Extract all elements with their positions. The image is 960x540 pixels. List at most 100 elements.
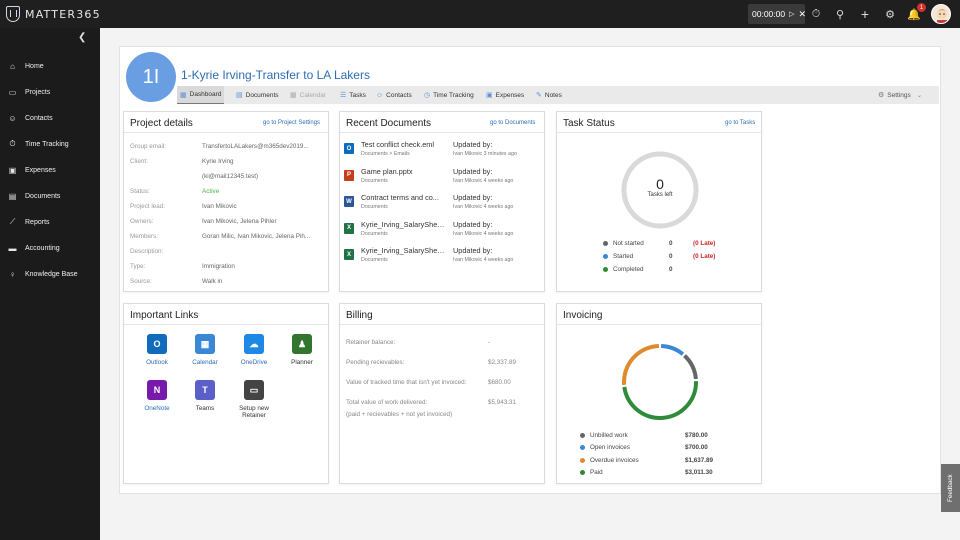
document-path: Documents: [361, 230, 388, 237]
word-file-icon: W: [344, 196, 354, 207]
tab-calendar[interactable]: ▦ Calendar: [290, 91, 327, 100]
documents-link[interactable]: go to Documents: [490, 120, 536, 126]
task-legend-item: Started 0 (0 Late): [603, 253, 715, 260]
tab-documents[interactable]: ▤ Documents: [236, 91, 279, 100]
legend-dot: [603, 254, 608, 259]
folder-icon: ▭: [8, 87, 17, 97]
sidebar-item-label: Contacts: [25, 114, 53, 122]
feedback-button[interactable]: Feedback: [941, 464, 960, 512]
document-name[interactable]: Test conflict check.eml: [361, 140, 434, 149]
billing-value: $680.00: [488, 379, 511, 386]
bell-icon[interactable]: 🔔 1: [906, 3, 926, 22]
onedrive-icon: ☁: [244, 334, 264, 354]
sidebar-item-expenses[interactable]: ▣ Expenses: [8, 163, 56, 177]
list-item[interactable]: P Game plan.pptx Documents Updated by: Ivan …: [340, 167, 540, 191]
gear-icon[interactable]: ⚙: [885, 8, 895, 21]
document-name[interactable]: Kyrie_Irving_SalarySheet...: [361, 246, 447, 255]
stopwatch-icon[interactable]: ⏱: [811, 7, 821, 20]
widget-title: Important Links: [130, 310, 199, 321]
planner-icon: ♟: [292, 334, 312, 354]
sidebar-item-label: Projects: [25, 88, 51, 96]
search-icon[interactable]: ⚲: [835, 8, 845, 21]
widget-title: Invoicing: [563, 310, 603, 321]
top-bar: MATTER365 00:00:00 ▷ ✕ ⏱ ⚲ + ⚙ 🔔 1: [0, 0, 960, 28]
invoicing-donut-chart: [622, 344, 698, 420]
document-name[interactable]: Game plan.pptx: [361, 166, 413, 176]
sidebar-item-label: Accounting: [25, 244, 60, 252]
play-icon[interactable]: ▷: [789, 11, 795, 18]
tab-expenses[interactable]: ▣ Expenses: [486, 91, 525, 100]
link-calendar[interactable]: ▦ Calendar: [181, 334, 229, 366]
tab-time-tracking[interactable]: ◷ Time Tracking: [424, 91, 474, 100]
list-item[interactable]: O Test conflict check.eml Documents > Emai…: [340, 140, 540, 164]
sidebar-item-reports[interactable]: ⟋ Reports: [8, 215, 50, 229]
detail-row: Owners: Ivan Mikovic, Jelena Pihler: [130, 218, 277, 225]
link-planner[interactable]: ♟ Planner: [278, 334, 326, 366]
legend-dot: [603, 267, 608, 272]
list-item[interactable]: X Kyrie_Irving_SalarySheet... Documents Upd…: [340, 246, 540, 270]
link-label: Teams: [195, 405, 215, 412]
sidebar-item-documents[interactable]: ▤ Documents: [8, 189, 61, 203]
sidebar-item-projects[interactable]: ▭ Projects: [8, 85, 51, 99]
document-name[interactable]: Kyrie_Irving_SalarySheet...: [361, 219, 447, 229]
project-tabs: ▦ Dashboard ▤ Documents ▦ Calendar ☰ Tasks ☺…: [177, 86, 939, 104]
calendar-icon: ▦: [195, 334, 215, 354]
document-name[interactable]: Contract terms and co...: [361, 193, 439, 202]
project-settings-link[interactable]: go to Project Settings: [263, 120, 321, 126]
sidebar-item-label: Knowledge Base: [25, 270, 78, 278]
link-label: Setup new Retainer: [239, 405, 269, 419]
sidebar-item-accounting[interactable]: ▬ Accounting: [8, 241, 60, 255]
detail-row: Type: Immigration: [130, 263, 235, 270]
status-badge: Active: [202, 188, 220, 195]
add-icon[interactable]: +: [860, 6, 870, 22]
time-tracker[interactable]: 00:00:00 ▷ ✕: [748, 4, 807, 24]
tasks-left-count: 0: [656, 176, 664, 192]
task-legend-item: Completed 0: [603, 266, 693, 273]
sidebar-item-contacts[interactable]: ☺ Contacts: [8, 111, 53, 125]
collapse-sidebar-icon[interactable]: ❮: [78, 32, 87, 43]
tab-tasks[interactable]: ☰ Tasks: [340, 91, 366, 100]
billing-note: (paid + recievables + not yet invoiced): [346, 411, 453, 418]
close-icon[interactable]: ✕: [798, 8, 807, 19]
task-ring: [621, 151, 699, 229]
settings-dropdown[interactable]: ⚙ Settings ⌄: [878, 91, 923, 100]
tab-dashboard[interactable]: ▦ Dashboard: [177, 86, 225, 104]
invoice-legend-item: Open invoices $700.00: [580, 444, 708, 451]
widget-title: Task Status: [563, 118, 615, 129]
donut-slice-unbilled-work: [683, 354, 698, 380]
link-label: Outlook: [146, 359, 168, 366]
link-label: OneNote: [144, 405, 170, 412]
link-outlook[interactable]: O Outlook: [133, 334, 181, 366]
link-onedrive[interactable]: ☁ OneDrive: [230, 334, 278, 366]
powerpoint-file-icon: P: [344, 169, 354, 181]
sidebar-item-home[interactable]: ⌂ Home: [8, 59, 44, 73]
tab-contacts[interactable]: ☺ Contacts: [376, 91, 412, 99]
billing-row: Total value of work delivered:: [346, 399, 428, 406]
legend-dot: [580, 457, 585, 463]
list-item[interactable]: W Contract terms and co... Documents Update…: [340, 193, 540, 217]
contacts-icon: ☺: [376, 91, 384, 99]
link-setup-new-retainer[interactable]: ▭ Setup new Retainer: [230, 380, 278, 419]
documents-icon: ▤: [8, 191, 17, 201]
sidebar-item-knowledge-base[interactable]: ♀ Knowledge Base: [8, 267, 78, 281]
task-status-widget: Task Status go to Tasks 0 Tasks left Not…: [556, 111, 762, 292]
app-logo[interactable]: MATTER365: [6, 6, 101, 22]
tab-notes[interactable]: ✎ Notes: [536, 91, 562, 100]
detail-row: Source: Walk in: [130, 278, 223, 285]
link-teams[interactable]: T Teams: [181, 380, 229, 412]
sidebar-item-time-tracking[interactable]: ⏱ Time Tracking: [8, 137, 68, 151]
sidebar-item-label: Home: [25, 62, 44, 70]
home-icon: ⌂: [10, 61, 15, 71]
project-details-widget: Project details go to Project Settings G…: [123, 111, 329, 292]
sidebar-item-label: Reports: [25, 218, 50, 226]
updated-by-value: Ivan Mikovic 3 minutes ago: [453, 151, 517, 157]
document-path: Documents > Emails: [361, 151, 410, 157]
billing-widget: Billing Retainer balance: - Pending reci…: [339, 303, 545, 484]
onenote-icon: N: [147, 380, 167, 400]
link-onenote[interactable]: N OneNote: [133, 380, 181, 412]
list-item[interactable]: X Kyrie_Irving_SalarySheet... Documents Upd…: [340, 220, 540, 244]
gear-icon: ⚙: [878, 92, 885, 99]
invoice-legend-item: Unbilled work $780.00: [580, 432, 708, 439]
user-avatar[interactable]: [931, 4, 951, 24]
tasks-link[interactable]: go to Tasks: [725, 120, 756, 126]
